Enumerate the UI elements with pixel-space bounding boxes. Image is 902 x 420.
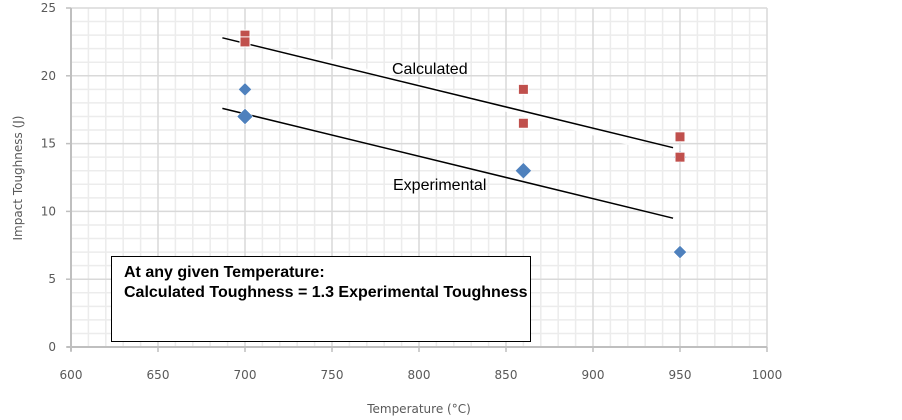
annotation-box: At any given Temperature: Calculated Tou… (111, 256, 531, 342)
calculated-point (674, 151, 686, 163)
experimental-point (515, 162, 532, 180)
experimental-trendline (222, 107, 674, 219)
experimental-point (673, 245, 687, 259)
calculated-trendline (222, 37, 674, 149)
x-tick-label: 900 (582, 368, 605, 382)
x-axis-title: Temperature (°C) (366, 402, 471, 416)
x-tick-label: 700 (234, 368, 257, 382)
x-tick-label: 850 (495, 368, 518, 382)
calculated-label: Calculated (392, 61, 468, 78)
x-tick-label: 800 (408, 368, 431, 382)
axes (66, 7, 768, 352)
x-tick-label: 950 (669, 368, 692, 382)
annotation-line-2: Calculated Toughness = 1.3 Experimental … (124, 284, 528, 301)
y-tick-label: 25 (41, 1, 56, 15)
calculated-point (239, 36, 251, 48)
trendlines (222, 37, 674, 219)
y-tick-label: 20 (41, 69, 56, 83)
annotation-line-1: At any given Temperature: (124, 264, 325, 281)
x-tick-label: 650 (147, 368, 170, 382)
experimental-point (236, 108, 254, 125)
y-tick-label: 10 (41, 204, 56, 218)
calculated-point (517, 117, 529, 129)
calculated-point (517, 83, 529, 95)
x-tick-label: 750 (321, 368, 344, 382)
x-tick-label: 1000 (752, 368, 783, 382)
y-tick-label: 0 (48, 340, 56, 354)
y-tick-label: 15 (41, 137, 56, 151)
y-tick-labels: 0 5 10 15 20 25 (41, 1, 56, 354)
y-axis-title: Impact Toughness (J) (11, 116, 25, 241)
experimental-label: Experimental (393, 177, 486, 194)
calculated-halo (287, 47, 664, 155)
x-tick-label: 600 (60, 368, 83, 382)
x-tick-labels: 600 650 700 750 800 850 900 950 1000 (60, 368, 783, 382)
experimental-point (238, 82, 252, 97)
calculated-point (674, 131, 686, 143)
y-tick-label: 5 (48, 272, 56, 286)
data-points (236, 29, 687, 259)
